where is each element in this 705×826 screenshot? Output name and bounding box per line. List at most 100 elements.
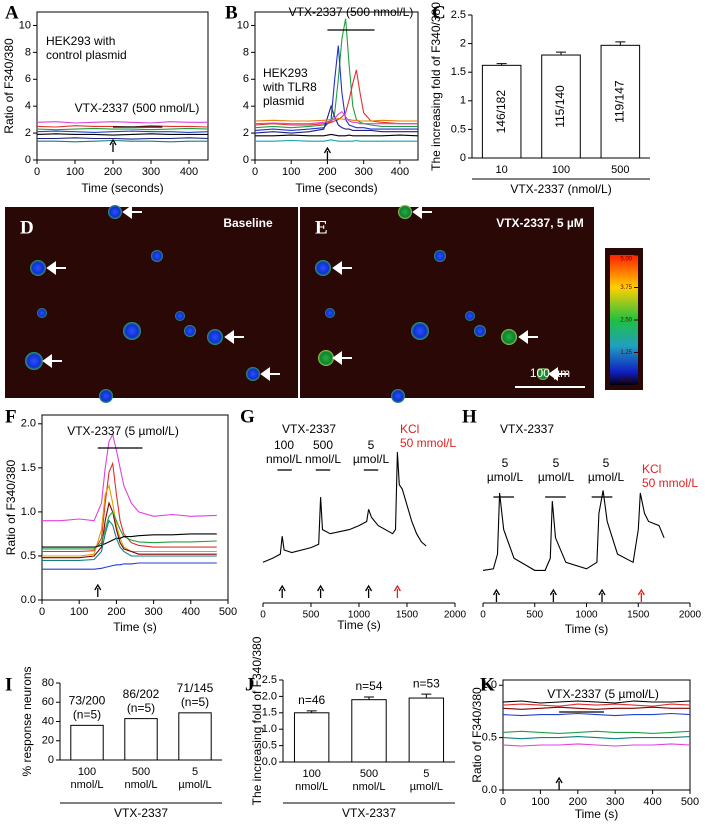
annotation: 100 bbox=[274, 438, 294, 452]
x-tick-label: 500 bbox=[219, 606, 237, 618]
y-tick-label: 1.5 bbox=[262, 707, 277, 719]
trace bbox=[502, 703, 691, 707]
x-axis-label: Time (s) bbox=[565, 622, 609, 636]
bar bbox=[541, 54, 581, 159]
stimulus-arrow bbox=[109, 138, 117, 152]
annotation: nmol/L bbox=[266, 452, 302, 466]
x-tick-label: 400 bbox=[180, 166, 198, 178]
plot-frame bbox=[502, 679, 691, 791]
cell bbox=[207, 329, 223, 345]
x-tick-label: 500 bbox=[132, 766, 150, 778]
x-tick-label: 2000 bbox=[679, 610, 702, 621]
y-tick-label: 60 bbox=[42, 696, 54, 708]
annotation: 50 mmol/L bbox=[642, 476, 698, 490]
chart-panel: K 0.0 0.5 1.0 0 100 200 300 400 500 Time (s) Ratio … bbox=[470, 674, 699, 821]
cell bbox=[184, 325, 196, 337]
y-tick-label: 2.0 bbox=[21, 418, 36, 430]
x-axis-label: VTX-2337 (nmol/L) bbox=[510, 182, 611, 196]
panel-label: I bbox=[5, 674, 12, 695]
stimulus-arrow bbox=[637, 588, 645, 602]
panel-label: A bbox=[5, 2, 19, 23]
trace bbox=[254, 104, 418, 134]
x-tick-label: 100 bbox=[66, 166, 84, 178]
y-tick-label: 1.5 bbox=[21, 462, 36, 474]
chart-panel: C 0 0.5 1 1.5 2 2.5 10 146/182 100 115/140 500 119/1… bbox=[429, 2, 650, 196]
x-tick-label: µmol/L bbox=[410, 781, 443, 793]
stimulus-arrow bbox=[278, 584, 286, 598]
x-tick-label: 300 bbox=[354, 166, 372, 178]
x-tick-label: 300 bbox=[606, 796, 624, 808]
annotation: VTX-2337 (500 nmol/L) bbox=[75, 101, 200, 115]
stimulus-arrow bbox=[393, 584, 401, 598]
x-axis-label: Time (seconds) bbox=[81, 181, 163, 195]
stimulus-arrow bbox=[317, 584, 325, 598]
bar bbox=[124, 718, 158, 761]
y-tick-label: 4 bbox=[243, 100, 249, 112]
x-tick-label: 400 bbox=[182, 606, 200, 618]
y-tick-label: 6 bbox=[243, 73, 249, 85]
error-bar bbox=[306, 710, 317, 713]
annotation: 5 bbox=[502, 456, 509, 470]
y-tick-label: 1.0 bbox=[262, 723, 277, 735]
error-bar bbox=[615, 41, 626, 46]
cell bbox=[398, 205, 412, 219]
x-tick-label: 100 bbox=[282, 166, 300, 178]
cell bbox=[325, 308, 335, 318]
x-tick-label: 0 bbox=[500, 796, 506, 808]
x-tick-label: 1000 bbox=[575, 610, 598, 621]
stimulus-arrow bbox=[549, 588, 557, 602]
cell bbox=[246, 367, 260, 381]
x-tick-label: 400 bbox=[391, 166, 409, 178]
x-axis-label: Time (s) bbox=[113, 620, 157, 634]
panel-label: H bbox=[462, 406, 477, 427]
y-tick-label: 1.5 bbox=[451, 66, 466, 78]
trace bbox=[255, 139, 418, 142]
x-tick-label: 2000 bbox=[444, 610, 467, 621]
x-tick-label: 1500 bbox=[627, 610, 650, 621]
x-axis-label: Time (s) bbox=[337, 618, 381, 632]
cell bbox=[465, 311, 475, 321]
error-bar bbox=[421, 693, 432, 699]
image-caption: VTX-2337, 5 µM bbox=[496, 216, 584, 230]
cell bbox=[30, 260, 46, 276]
stimulus-arrow bbox=[492, 588, 501, 602]
y-axis-label: Ratio of F340/380 bbox=[4, 459, 18, 555]
x-axis-label: Time (seconds) bbox=[295, 181, 377, 195]
annotation: control plasmid bbox=[46, 48, 127, 62]
trace bbox=[36, 133, 208, 136]
y-tick-label: 0.0 bbox=[262, 756, 277, 768]
cell bbox=[474, 325, 486, 337]
x-tick-label: nmol/L bbox=[70, 779, 103, 791]
x-tick-label: 100 bbox=[70, 606, 88, 618]
arrows bbox=[42, 205, 280, 381]
x-tick-label: 0 bbox=[260, 610, 266, 621]
panel-label: E bbox=[315, 217, 328, 238]
cell bbox=[434, 250, 446, 262]
y-axis-label: The increasing fold of F340/380 bbox=[429, 2, 443, 171]
bar bbox=[178, 712, 212, 761]
micrograph bbox=[5, 207, 298, 398]
y-tick-label: 80 bbox=[42, 677, 54, 689]
stimulus-arrow bbox=[94, 583, 102, 597]
annotation: plasmid bbox=[263, 94, 304, 108]
annotation: KCl bbox=[400, 422, 419, 436]
error-bar bbox=[556, 51, 566, 56]
annotation: VTX-2337 (500 nmol/L) bbox=[289, 5, 414, 19]
trace bbox=[502, 743, 691, 747]
y-tick-label: 2.5 bbox=[262, 674, 277, 686]
arrows bbox=[332, 205, 568, 381]
cell bbox=[108, 205, 122, 219]
x-tick-label: 500 bbox=[611, 164, 629, 176]
annotation: 500 bbox=[313, 438, 333, 452]
bar-annotation: 86/202 bbox=[123, 687, 160, 701]
trace bbox=[42, 461, 217, 553]
y-tick-label: 0 bbox=[48, 754, 54, 766]
trace bbox=[482, 490, 665, 571]
trace bbox=[37, 137, 209, 140]
x-tick-label: nmol/L bbox=[124, 779, 157, 791]
trace bbox=[42, 432, 217, 522]
bar bbox=[600, 44, 641, 159]
x-axis-label: VTX-2337 bbox=[114, 806, 168, 820]
stimulus-arrow bbox=[555, 776, 563, 790]
